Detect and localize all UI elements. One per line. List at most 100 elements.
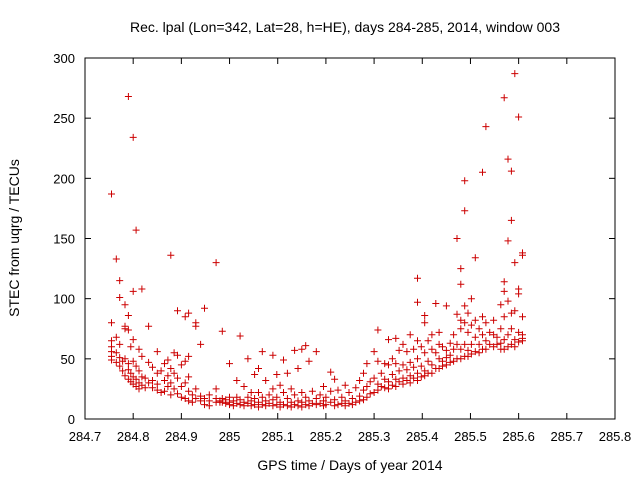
data-point — [132, 375, 140, 383]
data-point — [149, 377, 156, 384]
data-point — [486, 340, 494, 348]
x-tick-label: 285.7 — [551, 429, 584, 444]
data-point — [453, 235, 461, 242]
data-point — [363, 393, 371, 401]
data-point — [258, 348, 266, 356]
data-point — [493, 340, 501, 348]
data-point — [421, 319, 429, 327]
data-point — [240, 402, 248, 410]
data-point — [406, 358, 414, 366]
data-point — [174, 390, 181, 398]
data-point — [244, 393, 252, 401]
data-point — [205, 391, 213, 399]
data-point — [385, 336, 392, 344]
data-point — [141, 374, 149, 382]
data-point — [121, 301, 129, 309]
data-point — [273, 393, 281, 401]
data-point — [283, 369, 291, 377]
data-point — [442, 346, 450, 354]
data-point — [298, 345, 306, 353]
data-point — [327, 387, 335, 395]
data-point — [129, 133, 137, 141]
data-point — [153, 380, 161, 388]
x-tick-label: 284.9 — [165, 429, 198, 444]
data-point — [414, 274, 421, 282]
data-point — [185, 397, 193, 405]
data-point — [338, 393, 346, 401]
data-point — [161, 377, 168, 384]
data-point — [432, 300, 440, 307]
data-point — [446, 351, 454, 359]
data-point — [511, 307, 519, 315]
data-point — [403, 366, 411, 374]
data-point — [374, 386, 382, 394]
data-point — [167, 391, 175, 399]
data-point — [500, 336, 508, 344]
data-point — [439, 343, 446, 351]
data-point — [236, 332, 244, 340]
data-point — [161, 387, 168, 395]
data-point — [417, 343, 425, 351]
data-point — [482, 337, 490, 345]
data-point — [406, 379, 414, 387]
data-point — [515, 338, 523, 346]
data-point — [366, 390, 374, 398]
data-point — [308, 399, 316, 407]
data-point — [167, 365, 175, 372]
data-point — [167, 379, 175, 387]
data-point — [251, 371, 259, 378]
data-point — [500, 313, 508, 321]
x-tick-label: 285 — [219, 429, 241, 444]
data-point — [497, 301, 505, 309]
data-point — [129, 336, 137, 344]
data-point — [258, 393, 266, 401]
data-point — [283, 395, 291, 402]
y-tick-label: 150 — [53, 232, 75, 247]
data-point — [116, 277, 124, 285]
data-point — [108, 356, 115, 364]
data-point — [269, 402, 277, 410]
data-point — [218, 327, 226, 335]
data-point — [388, 355, 396, 363]
data-point — [486, 328, 494, 336]
data-point — [406, 331, 414, 339]
chart-title: Rec. lpal (Lon=342, Lat=28, h=HE), days … — [130, 19, 560, 35]
data-point — [464, 346, 472, 354]
data-point — [414, 298, 421, 306]
data-point — [482, 345, 490, 353]
data-point — [399, 340, 407, 348]
data-point — [255, 365, 262, 372]
data-point — [132, 226, 140, 234]
data-point — [145, 379, 153, 387]
data-point — [236, 401, 244, 409]
data-point — [119, 367, 127, 375]
data-point — [124, 93, 132, 100]
data-point — [283, 402, 291, 410]
data-point — [457, 280, 465, 288]
data-point — [298, 389, 306, 396]
data-point — [112, 333, 120, 341]
data-point — [127, 343, 135, 351]
data-point — [153, 386, 161, 394]
data-point — [507, 325, 515, 333]
data-point — [291, 391, 299, 399]
data-point — [302, 342, 310, 350]
data-point — [149, 384, 156, 392]
data-point — [511, 343, 519, 351]
data-point — [461, 207, 469, 215]
data-point — [471, 333, 479, 341]
data-point — [395, 346, 403, 354]
x-tick-label: 285.3 — [358, 429, 391, 444]
y-tick-label: 250 — [53, 111, 75, 126]
data-point — [226, 360, 233, 368]
data-point — [192, 395, 200, 402]
data-point — [138, 352, 146, 360]
data-point — [308, 387, 316, 395]
data-point — [145, 322, 153, 330]
data-point — [316, 391, 324, 399]
data-point — [475, 325, 483, 333]
data-point — [112, 358, 120, 366]
data-point — [312, 401, 320, 409]
data-point — [240, 383, 248, 390]
